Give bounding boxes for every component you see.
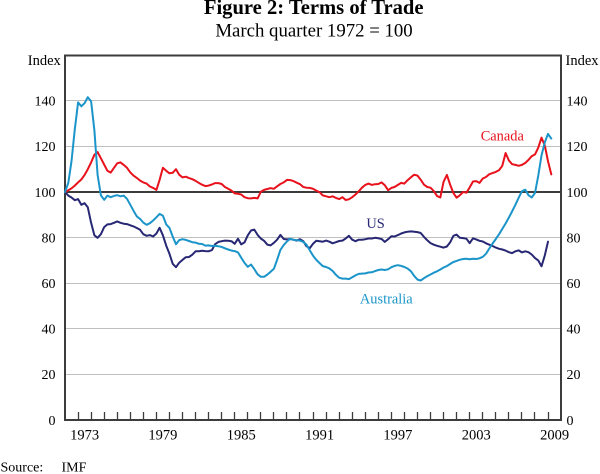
svg-text:140: 140 — [567, 95, 588, 110]
svg-text:US: US — [366, 216, 384, 232]
svg-text:20: 20 — [42, 368, 56, 383]
svg-text:1973: 1973 — [70, 428, 99, 444]
svg-text:2009: 2009 — [540, 428, 569, 444]
svg-text:1979: 1979 — [148, 428, 177, 444]
svg-text:0: 0 — [567, 414, 574, 429]
svg-text:Canada: Canada — [481, 129, 525, 145]
svg-text:Index: Index — [566, 53, 600, 69]
svg-text:IMF: IMF — [62, 461, 87, 474]
svg-text:1985: 1985 — [227, 428, 256, 444]
svg-text:100: 100 — [567, 186, 588, 201]
svg-text:2003: 2003 — [462, 428, 491, 444]
svg-text:1997: 1997 — [383, 428, 412, 444]
svg-text:100: 100 — [35, 186, 56, 201]
svg-text:120: 120 — [35, 140, 56, 155]
svg-text:120: 120 — [567, 140, 588, 155]
svg-text:Australia: Australia — [360, 291, 413, 307]
svg-text:20: 20 — [567, 368, 581, 383]
svg-text:140: 140 — [35, 95, 56, 110]
svg-text:0: 0 — [49, 414, 56, 429]
svg-text:80: 80 — [567, 231, 581, 246]
svg-text:Source:: Source: — [1, 461, 44, 474]
svg-text:March quarter 1972 = 100: March quarter 1972 = 100 — [215, 20, 412, 41]
svg-text:40: 40 — [42, 323, 56, 338]
svg-text:40: 40 — [567, 323, 581, 338]
svg-text:80: 80 — [42, 231, 56, 246]
svg-text:60: 60 — [42, 277, 56, 292]
svg-text:60: 60 — [567, 277, 581, 292]
svg-text:Figure 2: Terms of Trade: Figure 2: Terms of Trade — [204, 0, 424, 19]
svg-text:1991: 1991 — [305, 428, 334, 444]
svg-text:Index: Index — [28, 53, 62, 69]
